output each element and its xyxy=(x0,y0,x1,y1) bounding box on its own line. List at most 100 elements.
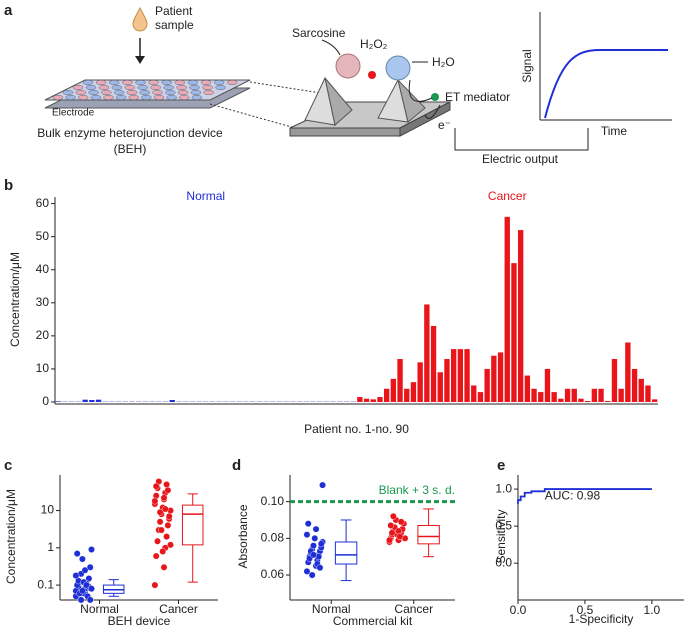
x-axis-label: Commercial kit xyxy=(333,614,413,628)
well xyxy=(190,89,202,96)
bar xyxy=(564,388,571,402)
point xyxy=(160,563,168,571)
well xyxy=(98,84,110,91)
well xyxy=(200,79,212,86)
bar xyxy=(517,230,524,402)
point xyxy=(316,564,324,572)
bar xyxy=(497,352,504,402)
wells xyxy=(52,79,238,101)
zoom-line xyxy=(209,103,296,129)
panel-label: d xyxy=(232,457,241,474)
point xyxy=(154,537,161,545)
bar xyxy=(397,359,403,402)
well xyxy=(124,84,136,91)
point xyxy=(164,486,172,494)
point xyxy=(165,512,173,520)
well xyxy=(152,89,163,96)
well xyxy=(101,89,112,96)
point xyxy=(72,572,80,579)
bar xyxy=(383,388,390,402)
point xyxy=(163,533,171,541)
point xyxy=(86,596,94,604)
point xyxy=(152,552,160,560)
well xyxy=(103,94,114,101)
bar xyxy=(464,349,470,402)
x-axis-label: Patient no. 1-no. 90 xyxy=(304,422,409,436)
well xyxy=(191,94,203,101)
x-tick-label: 1.0 xyxy=(644,603,661,617)
series-label: Normal xyxy=(186,189,225,203)
point xyxy=(303,531,311,539)
point xyxy=(86,563,94,571)
y-axis-label: Concentration/μM xyxy=(8,252,22,347)
y-tick-label: 0 xyxy=(42,394,49,408)
point xyxy=(81,566,89,574)
point xyxy=(77,596,85,604)
point xyxy=(317,540,325,548)
point xyxy=(73,550,81,557)
y-tick-label: 0.5 xyxy=(495,518,512,532)
bar xyxy=(377,397,383,402)
point xyxy=(310,542,317,550)
bar xyxy=(638,378,644,402)
point xyxy=(164,521,172,529)
point xyxy=(156,508,164,516)
bar xyxy=(591,388,598,402)
point xyxy=(387,522,395,529)
bar xyxy=(611,359,618,402)
point xyxy=(163,481,171,488)
point xyxy=(79,587,86,595)
mediator-dot xyxy=(431,93,439,101)
bar xyxy=(584,401,591,402)
series-label: Cancer xyxy=(488,189,527,203)
mediator-label: ET mediator xyxy=(445,90,510,104)
well xyxy=(203,89,214,96)
bar xyxy=(357,397,363,402)
point xyxy=(88,585,95,593)
bar xyxy=(169,400,175,402)
y-axis-label: Sensitivity xyxy=(494,509,508,563)
output-label: Electric output xyxy=(482,152,559,166)
bar xyxy=(95,399,102,402)
y-tick-label: 0.1 xyxy=(37,577,54,591)
bar xyxy=(363,398,370,402)
pyramid xyxy=(324,77,353,126)
bar xyxy=(651,399,658,402)
point xyxy=(151,497,159,505)
point xyxy=(303,567,311,575)
well xyxy=(82,79,94,86)
point xyxy=(397,518,405,526)
well xyxy=(126,89,138,96)
well xyxy=(227,79,238,86)
well xyxy=(137,84,149,91)
panel-label: c xyxy=(4,457,12,474)
drop xyxy=(132,6,148,32)
well xyxy=(90,94,102,101)
x-tick-label: 0.0 xyxy=(510,603,527,617)
bar xyxy=(55,401,62,402)
well xyxy=(65,94,76,101)
well xyxy=(189,84,200,91)
bar xyxy=(457,349,464,402)
well xyxy=(77,94,89,101)
point xyxy=(389,512,397,520)
bar xyxy=(571,388,577,402)
well xyxy=(108,79,120,86)
enzyme xyxy=(335,53,361,79)
well xyxy=(115,94,127,101)
y-tick-label: 0.0 xyxy=(495,555,512,569)
y-axis-label: Concentration/μM xyxy=(4,489,18,584)
bar xyxy=(524,375,531,402)
well xyxy=(166,94,177,101)
bar xyxy=(82,399,88,402)
point xyxy=(167,541,174,549)
point xyxy=(160,494,168,502)
bar xyxy=(444,359,450,402)
well xyxy=(178,94,190,101)
bar xyxy=(410,382,417,402)
device-caption: Bulk enzyme heterojunction device xyxy=(37,126,223,140)
point xyxy=(159,548,167,555)
enzyme xyxy=(385,55,411,81)
well xyxy=(113,89,125,96)
bar xyxy=(531,388,537,402)
